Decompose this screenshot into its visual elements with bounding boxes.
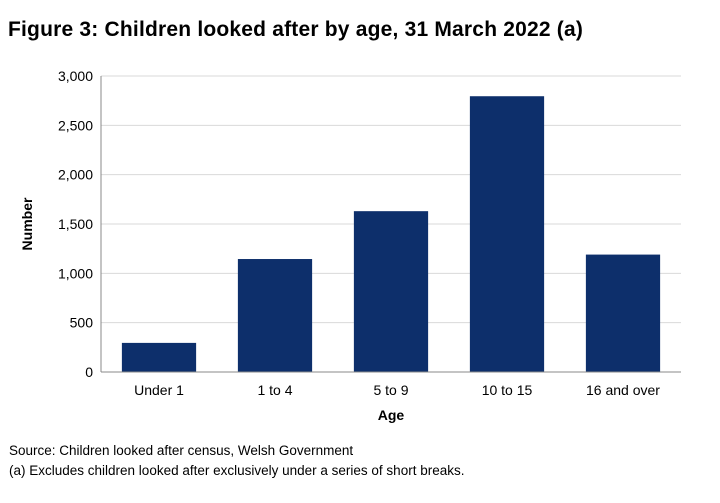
bar	[121, 342, 197, 372]
bar	[469, 96, 545, 372]
y-tick-label: 500	[70, 315, 94, 331]
y-axis-title: Number	[19, 197, 35, 250]
x-axis-title: Age	[378, 407, 405, 423]
y-tick-label: 2,000	[58, 167, 93, 183]
exclusion-note: (a) Excludes children looked after exclu…	[9, 463, 465, 478]
bar	[353, 211, 429, 372]
footnotes: Source: Children looked after census, We…	[9, 441, 464, 481]
x-tick-label: 16 and over	[586, 382, 660, 398]
chart-title: Figure 3: Children looked after by age, …	[8, 18, 584, 41]
y-tick-label: 3,000	[58, 68, 93, 84]
x-tick-label: Under 1	[134, 382, 184, 398]
source-note: Source: Children looked after census, We…	[9, 443, 354, 458]
y-tick-labels: 0 500 1,000 1,500 2,000 2,500 3,000	[58, 68, 93, 380]
x-tick-label: 1 to 4	[257, 382, 292, 398]
y-tick-label: 0	[85, 364, 93, 380]
bar-chart: 0 500 1,000 1,500 2,000 2,500 3,000 Under 1 1 t…	[19, 68, 681, 423]
bars	[121, 96, 661, 372]
x-tick-label: 10 to 15	[482, 382, 533, 398]
x-tick-label: 5 to 9	[373, 382, 408, 398]
y-tick-label: 1,500	[58, 216, 93, 232]
x-tick-labels: Under 1 1 to 4 5 to 9 10 to 15 16 and over	[134, 382, 660, 398]
bar	[237, 259, 313, 372]
y-tick-label: 1,000	[58, 265, 93, 281]
y-tick-label: 2,500	[58, 117, 93, 133]
bar	[585, 254, 661, 372]
